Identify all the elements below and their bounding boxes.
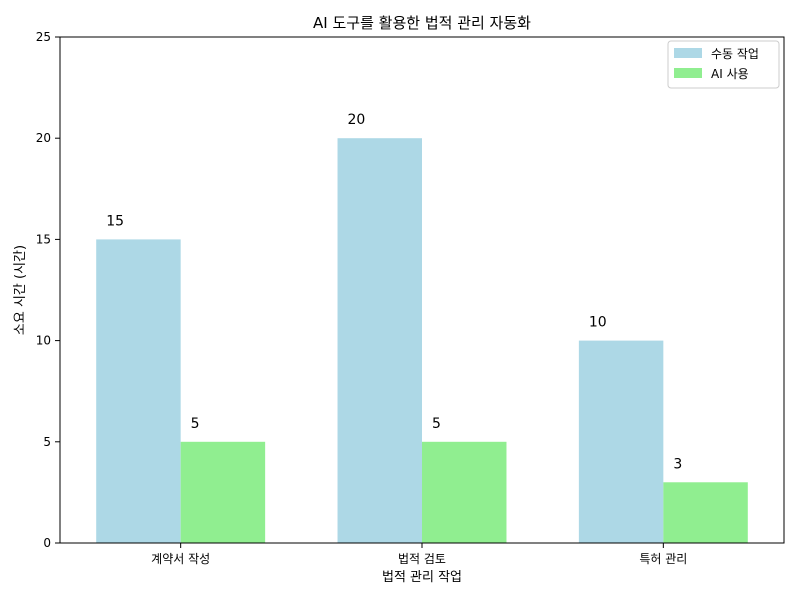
x-tick-label: 계약서 작성 [151,551,210,566]
y-tick-label: 25 [36,30,51,44]
value-label: 5 [191,416,200,432]
legend: 수동 작업 AI 사용 [667,40,780,89]
x-tick-label: 법적 검토 [398,552,446,566]
plot-area: 15 5 계약서 작성 20 5 법적 검토 10 3 특허 관리 0 5 10 15 20 25 [36,30,785,566]
bar-ai-2 [663,482,748,543]
chart-title: AI 도구를 활용한 법적 관리 자동화 [313,14,531,32]
y-tick-label: 5 [43,435,51,449]
y-tick-label: 0 [43,536,51,550]
y-tick-label: 15 [36,232,51,246]
x-axis-label: 법적 관리 작업 [382,570,462,585]
bar-ai-0 [180,441,266,543]
bar-manual-2 [578,340,664,543]
y-tick-label: 20 [36,131,51,145]
legend-label: AI 사용 [711,67,749,81]
legend-swatch [674,68,702,78]
bar-manual-1 [337,138,422,543]
plot-frame [59,36,785,544]
legend-label: 수동 작업 [711,47,759,61]
bar-manual-0 [96,239,181,543]
y-tick-label: 10 [36,334,51,348]
legend-swatch [674,48,702,58]
value-label: 10 [589,315,607,331]
value-label: 5 [432,416,441,432]
value-label: 15 [106,213,124,229]
x-tick-label: 특허 관리 [639,552,687,566]
bar-ai-1 [422,441,507,543]
value-label: 20 [348,112,366,128]
y-axis-label: 소요 시간 (시간) [13,245,28,335]
value-label: 3 [673,456,682,472]
